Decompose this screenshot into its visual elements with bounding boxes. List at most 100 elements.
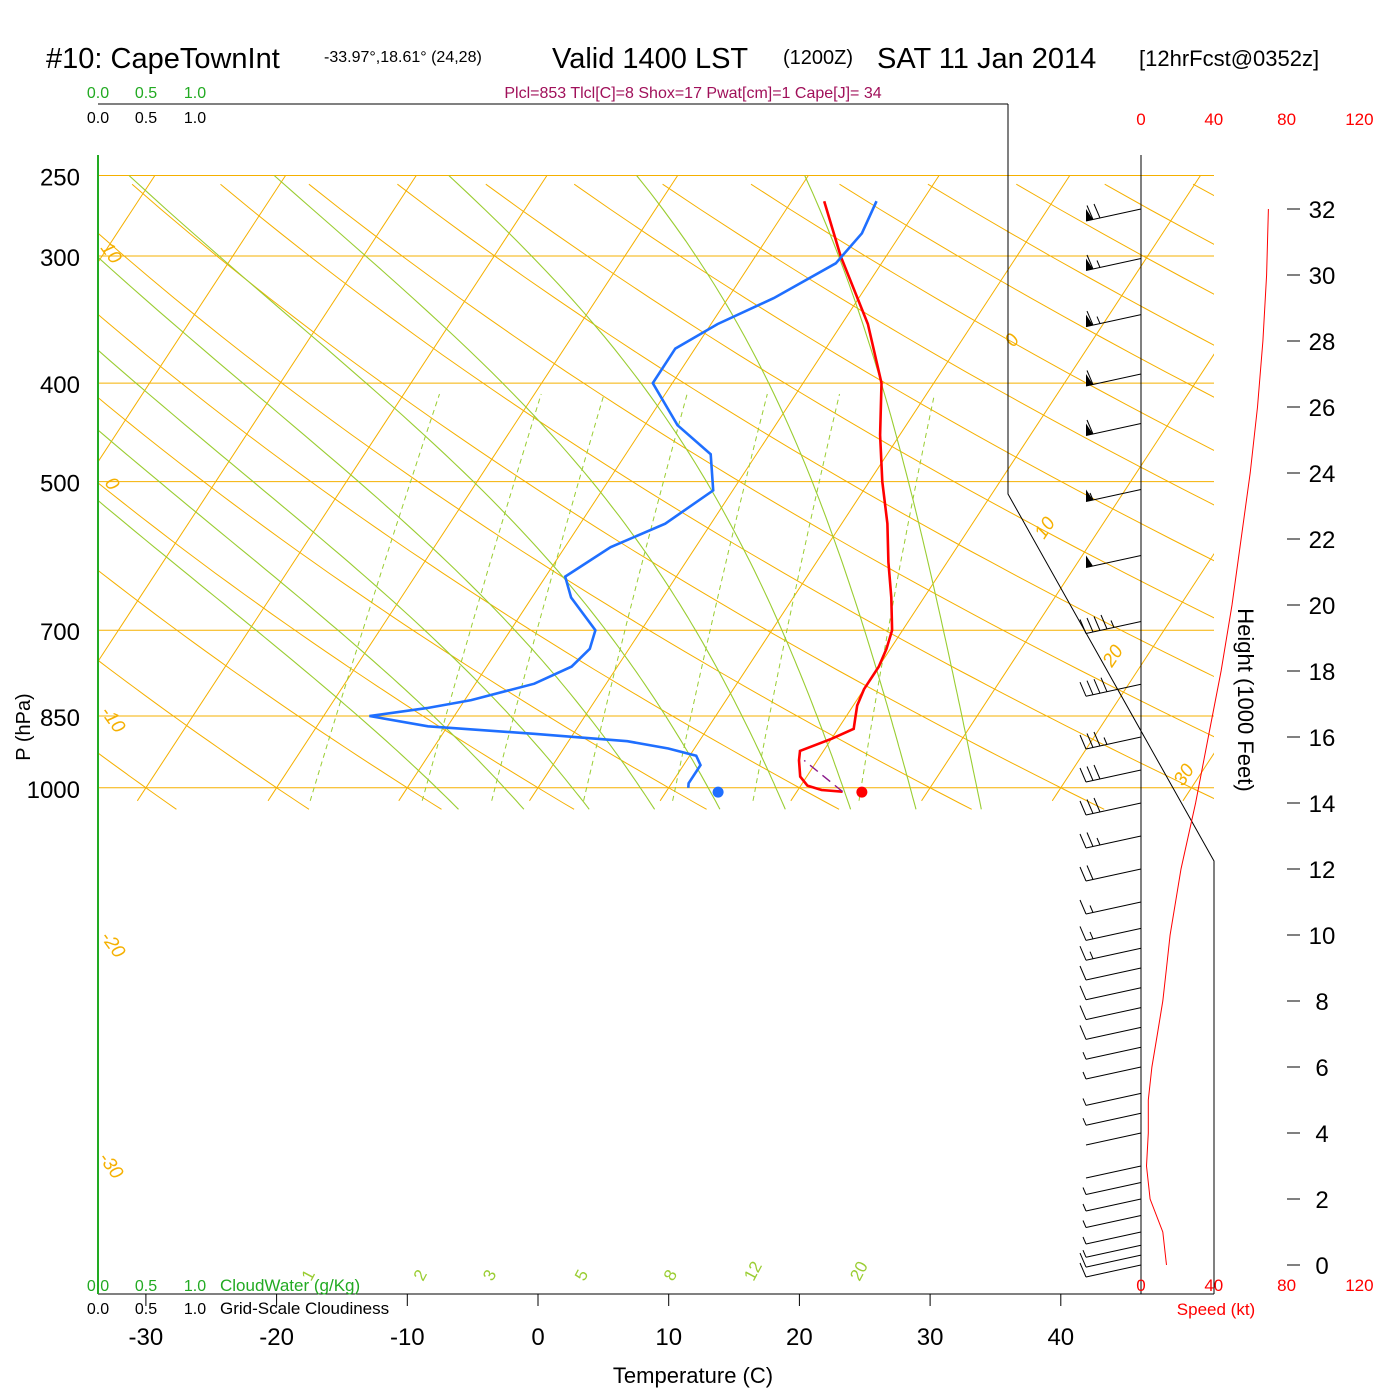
moist-adiabat-line: [273, 175, 786, 810]
wind-barb: [1079, 1005, 1142, 1021]
wind-barb-flag: [1086, 832, 1094, 847]
height-tick-label: 22: [1309, 527, 1336, 554]
speed-axis-title: Speed (kt): [1177, 1300, 1255, 1319]
dewpoint-line: [369, 200, 878, 788]
wind-barb: [1085, 310, 1142, 328]
wind-barb-half-flag: [1082, 1118, 1087, 1126]
wind-barb-flag: [1079, 734, 1087, 750]
wind-barb-staff: [1085, 769, 1142, 783]
mixing-ratio-line: [752, 393, 840, 801]
wind-barb-flag: [1086, 254, 1094, 270]
isotherm-label: 0: [100, 474, 123, 495]
wind-barb-flag: [1079, 619, 1087, 634]
height-tick-label: 30: [1309, 263, 1336, 290]
wind-barb-half-flag: [1089, 905, 1094, 913]
wind-barb: [1082, 1182, 1142, 1195]
temperature-tick-label: -20: [259, 1324, 294, 1351]
wind-barb: [1082, 1244, 1142, 1258]
chart-title-utc: (1200Z): [783, 47, 853, 69]
dry-adiabat-line: [98, 313, 840, 810]
wind-barb-half-flag: [1096, 837, 1101, 846]
wind-barb-staff: [1085, 1092, 1142, 1106]
wind-barb-flag: [1079, 899, 1087, 915]
dry-adiabat-line: [1370, 184, 1400, 809]
dry-adiabat-line: [98, 659, 310, 810]
wind-barb-half-flag: [1082, 1052, 1087, 1060]
wind-barb-flag: [1086, 310, 1094, 326]
cloud-water-scale-top: 1.0: [184, 85, 206, 102]
mixing-ratio-line: [583, 393, 688, 801]
wind-barb-flag: [1093, 764, 1101, 780]
wind-barb: [1085, 419, 1142, 436]
wind-barb-flag: [1079, 946, 1087, 961]
wind-barb-half-flag: [1082, 1220, 1087, 1228]
wind-barb: [1079, 1025, 1142, 1040]
wind-barb-staff: [1085, 1182, 1142, 1195]
mixing-ratio-line: [309, 393, 440, 801]
wind-barb-staff: [1085, 314, 1142, 328]
wind-barb: [1082, 1215, 1142, 1228]
wind-barb: [1085, 489, 1142, 502]
wind-barb-staff: [1085, 1112, 1142, 1126]
moist-adiabat-line: [98, 429, 525, 810]
wind-barb-pennant: [1086, 314, 1093, 327]
wind-barb-staff: [1085, 1198, 1142, 1212]
isotherm-label: -10: [96, 703, 129, 738]
cloudiness-scale-top: 0.5: [135, 110, 157, 127]
speed-tick-label: 120: [1345, 110, 1373, 129]
dry-adiabat-line: [1282, 184, 1400, 809]
height-tick-label: 24: [1309, 461, 1336, 488]
wind-barb-half-flag: [1082, 1187, 1087, 1195]
wind-barb-flag: [1086, 799, 1094, 814]
chart-title-site: #10: CapeTownInt: [46, 43, 280, 75]
wind-barb: [1082, 1198, 1142, 1212]
wind-barb-staff: [1085, 868, 1142, 882]
pressure-tick-label: 250: [40, 164, 80, 191]
height-tick-label: 20: [1309, 593, 1336, 620]
mixing-ratio-label: 2: [410, 1267, 431, 1284]
height-tick-label: 12: [1309, 857, 1336, 884]
surface-dewpoint-dot: [712, 786, 724, 798]
dry-adiabat-line: [308, 183, 1214, 738]
speed-tick-label: 40: [1204, 1276, 1223, 1295]
isotherm-label: 10: [1031, 513, 1060, 543]
dry-adiabat-line: [662, 183, 1214, 506]
wind-barb: [1079, 1252, 1142, 1268]
wind-barb-staff: [1085, 258, 1142, 271]
dry-adiabat-line: [1192, 183, 1214, 197]
wind-barb-flag: [1086, 617, 1094, 633]
cloud-water-label: CloudWater (g/Kg): [220, 1276, 360, 1295]
speed-tick-label: 80: [1277, 1276, 1296, 1295]
pressure-tick-label: 1000: [27, 777, 80, 804]
wind-barb-staff: [1085, 1007, 1142, 1021]
wind-barb-pennant: [1086, 423, 1093, 436]
wind-barb: [1082, 1112, 1142, 1126]
wind-barb-staff: [1085, 987, 1142, 1001]
dry-adiabat-line: [98, 396, 707, 810]
cloud-water-scale-top: 0.5: [135, 85, 157, 102]
cloud-water-scale-bottom: 0.5: [135, 1278, 157, 1295]
wind-barb: [1079, 731, 1142, 750]
mixing-ratio-label: 20: [846, 1258, 872, 1284]
height-tick-label: 18: [1309, 659, 1336, 686]
wind-barb-half-flag: [1082, 1071, 1087, 1080]
wind-barb-staff: [1085, 423, 1142, 436]
moist-adiabat-line: [448, 175, 852, 810]
wind-barb-staff: [1085, 373, 1142, 387]
cloudiness-scale-bottom: 0.5: [135, 1301, 157, 1318]
isotherm-line: [659, 175, 1071, 802]
pressure-tick-label: 500: [40, 471, 80, 498]
moist-adiabat-line: [128, 175, 721, 810]
wind-barb: [1079, 832, 1142, 849]
pressure-tick-label: 700: [40, 619, 80, 646]
wind-barb-flag: [1086, 680, 1094, 695]
wind-barb: [1079, 865, 1142, 882]
wind-barb-flag: [1086, 766, 1094, 781]
moist-adiabat-line: [636, 175, 917, 810]
wind-barb-flag: [1093, 203, 1101, 219]
wind-barb: [1082, 1046, 1142, 1060]
temperature-tick-label: 30: [917, 1324, 944, 1351]
wind-barb: [1079, 965, 1142, 981]
wind-barb-half-flag: [1082, 1098, 1087, 1106]
wind-barb-flag: [1093, 797, 1101, 813]
